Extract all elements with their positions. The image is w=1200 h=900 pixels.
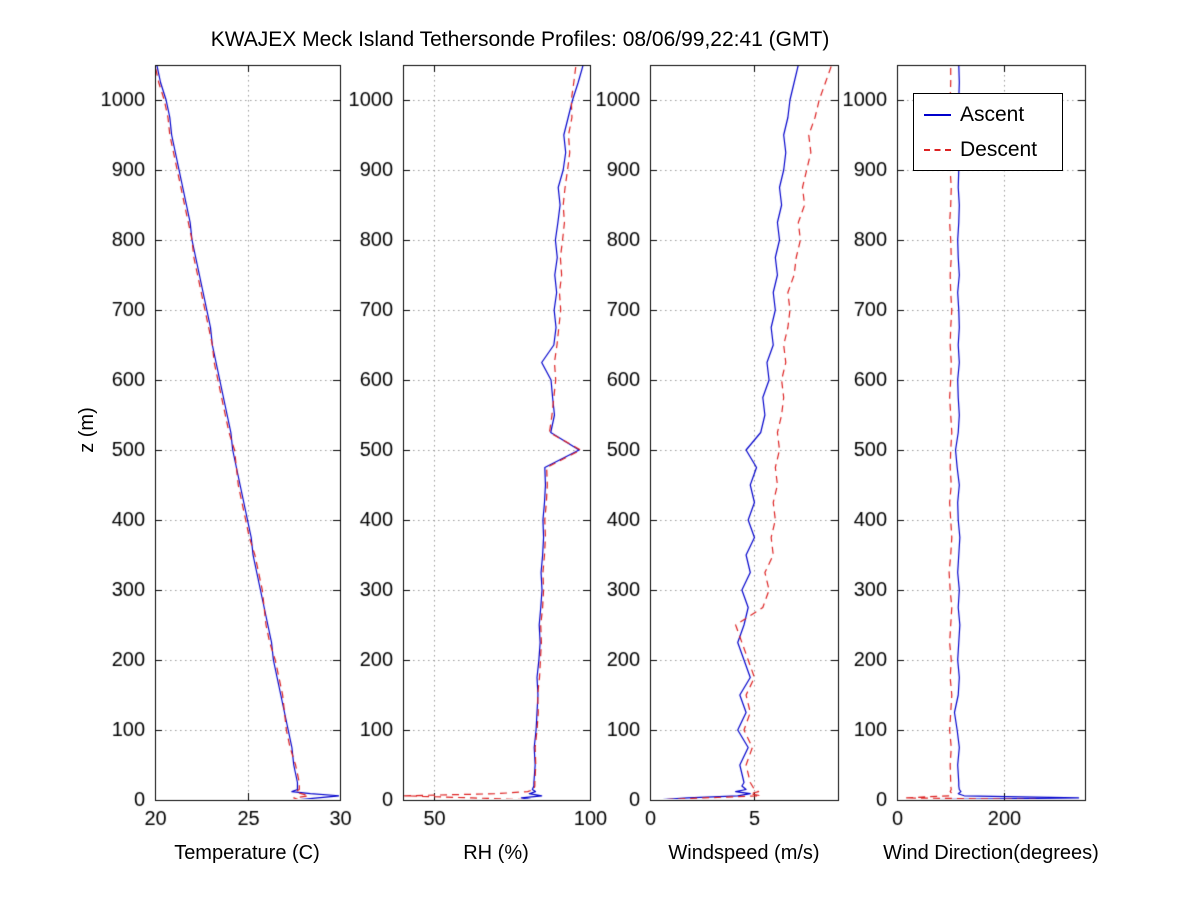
x-axis-label-rh: RH (%)	[463, 842, 529, 864]
descent-line-icon	[924, 148, 951, 151]
x-axis-label-temperature: Temperature (C)	[174, 842, 320, 864]
legend-label-descent: Descent	[960, 138, 1038, 161]
legend-entry-ascent: Ascent	[924, 101, 1052, 128]
chart-title: KWAJEX Meck Island Tethersonde Profiles:…	[210, 28, 830, 51]
legend-entry-descent: Descent	[924, 136, 1052, 163]
ascent-line-icon	[924, 113, 951, 116]
x-axis-label-windspeed: Windspeed (m/s)	[668, 842, 820, 864]
legend-label-ascent: Ascent	[960, 103, 1025, 126]
x-axis-label-wind-direction: Wind Direction(degrees)	[883, 842, 1099, 864]
legend: Ascent Descent	[913, 93, 1063, 171]
y-axis-label: z (m)	[76, 407, 98, 453]
